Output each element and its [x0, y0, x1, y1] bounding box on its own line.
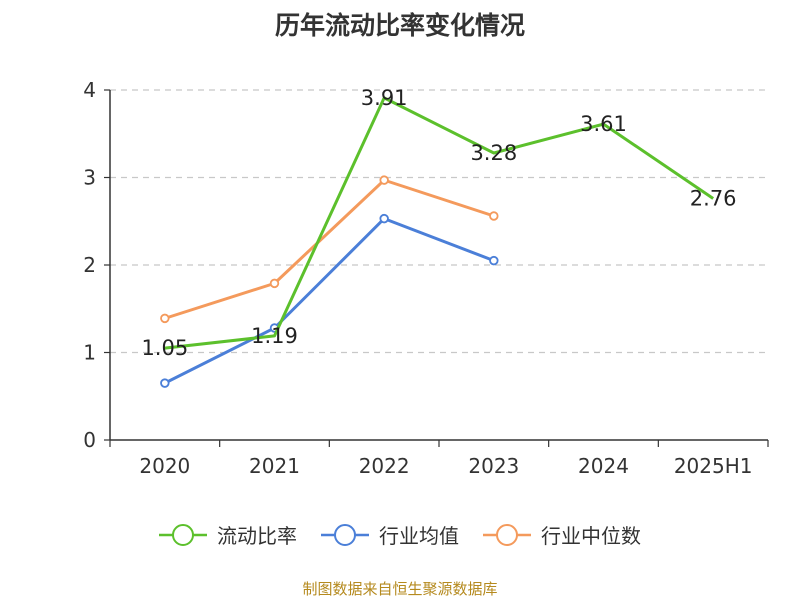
legend-symbol-industry-mean — [321, 523, 369, 546]
data-point-industry-median — [160, 313, 170, 324]
data-point-industry-mean — [160, 378, 170, 388]
x-tick-label: 2022 — [359, 454, 410, 478]
data-point-industry-median — [269, 278, 280, 289]
x-tick-label: 2025H1 — [674, 454, 753, 478]
y-tick-label: 1 — [83, 341, 96, 365]
data-point-industry-mean — [379, 213, 389, 224]
grid-lines — [110, 89, 768, 354]
data-label: 1.05 — [141, 336, 188, 360]
data-label: 2.76 — [690, 187, 737, 211]
data-label: 1.19 — [251, 324, 298, 348]
legend-symbol-current-ratio — [159, 523, 207, 546]
y-tick-label: 2 — [83, 253, 96, 277]
data-label: 3.28 — [470, 141, 517, 165]
x-tick-label: 2023 — [468, 454, 519, 478]
legend-item-current-ratio[interactable]: 流动比率 — [159, 520, 297, 549]
series-line-industry-mean — [164, 217, 495, 385]
series-lines — [160, 96, 715, 388]
legend-label-industry-mean: 行业均值 — [379, 524, 459, 548]
legend-item-industry-mean[interactable]: 行业均值 — [321, 520, 459, 549]
legend-item-industry-median[interactable]: 行业中位数 — [483, 520, 641, 549]
y-tick-label: 4 — [83, 78, 96, 102]
axes: 0 1 2 3 4 2020 2021 2022 2023 2024 2025H1 — [83, 78, 769, 478]
data-point-industry-median — [379, 175, 389, 185]
series-line-industry-median — [164, 178, 495, 320]
data-label: 3.91 — [361, 86, 408, 110]
data-label: 3.61 — [580, 112, 627, 136]
y-tick-label: 3 — [83, 166, 96, 190]
data-point-industry-median — [489, 211, 499, 221]
data-labels: 1.05 1.19 3.91 3.28 3.61 2.76 — [141, 86, 736, 360]
x-tick-label: 2021 — [249, 454, 300, 478]
x-tick-label: 2024 — [578, 454, 629, 478]
chart-title: 历年流动比率变化情况 — [274, 11, 525, 40]
legend-symbol-industry-median — [483, 523, 531, 546]
legend-label-current-ratio: 流动比率 — [217, 524, 297, 548]
legend: 流动比率 行业均值 行业中位数 — [0, 520, 800, 549]
legend-label-industry-median: 行业中位数 — [541, 524, 641, 548]
source-note: 制图数据来自恒生聚源数据库 — [302, 580, 498, 598]
y-tick-label: 0 — [83, 428, 96, 452]
x-tick-label: 2020 — [139, 454, 190, 478]
series-line-current-ratio — [164, 96, 715, 350]
data-point-industry-mean — [489, 255, 499, 266]
